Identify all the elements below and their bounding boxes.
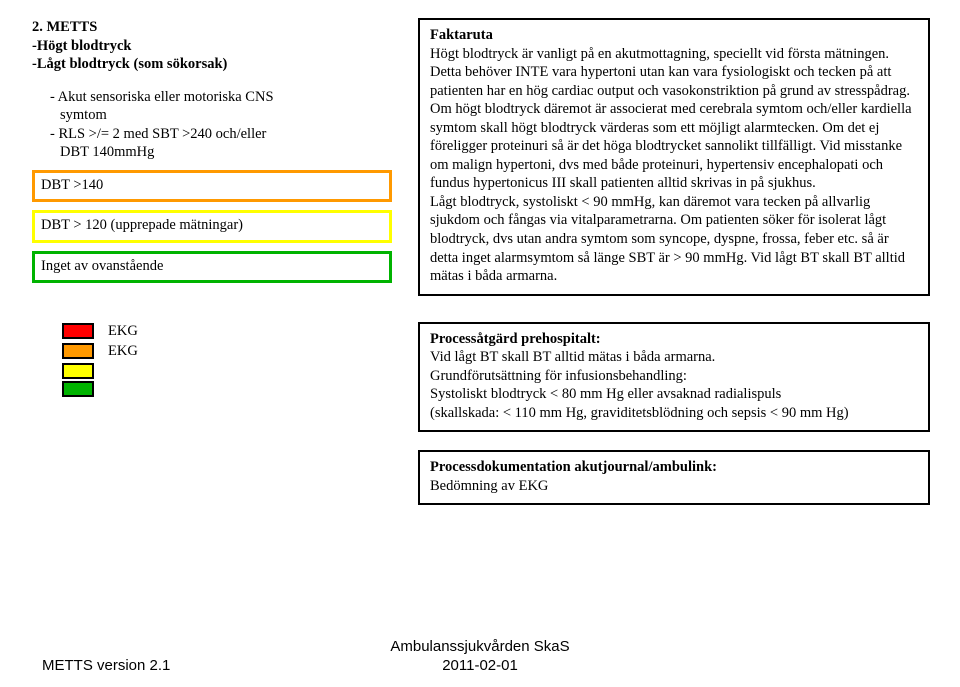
heading-line-2: -Högt blodtryck	[32, 37, 392, 56]
legend-yellow	[62, 363, 392, 379]
process-column: Processåtgärd prehospitalt: Vid lågt BT …	[418, 322, 930, 506]
symptom-line-2: symtom	[50, 106, 374, 125]
symptom-line-3: - RLS >/= 2 med SBT >240 och/eller	[50, 125, 374, 144]
footer-center-l2: 2011-02-01	[0, 656, 960, 675]
top-row: 2. METTS -Högt blodtryck -Lågt blodtryck…	[32, 18, 930, 296]
doc-title: Processdokumentation akutjournal/ambulin…	[430, 459, 717, 475]
heading-block: 2. METTS -Högt blodtryck -Lågt blodtryck…	[32, 18, 392, 74]
triage-green-box: Inget av ovanstående	[32, 251, 392, 284]
legend-orange: EKG	[62, 342, 392, 361]
legend-green-swatch	[62, 381, 94, 397]
triage-green-text: Inget av ovanstående	[41, 258, 163, 274]
legend-green	[62, 381, 392, 397]
faktaruta-title: Faktaruta	[430, 26, 918, 45]
doc-l1: Bedömning av EKG	[430, 478, 548, 494]
process-l2: Grundförutsättning för infusionsbehandli…	[430, 368, 687, 384]
faktaruta-body: Högt blodtryck är vanligt på en akutmott…	[430, 45, 918, 286]
triage-orange-text: DBT >140	[41, 177, 103, 193]
mid-row: EKG EKG Processåtgärd prehospitalt: Vid …	[32, 322, 930, 506]
symptom-line-4: DBT 140mmHg	[50, 143, 374, 162]
footer-center-l1: Ambulanssjukvården SkaS	[0, 637, 960, 656]
triage-orange-box: DBT >140	[32, 170, 392, 203]
triage-yellow-text: DBT > 120 (upprepade mätningar)	[41, 217, 243, 233]
symptom-block: - Akut sensoriska eller motoriska CNS sy…	[32, 88, 392, 162]
legend-orange-swatch	[62, 343, 94, 359]
left-column: 2. METTS -Högt blodtryck -Lågt blodtryck…	[32, 18, 392, 296]
page: 2. METTS -Högt blodtryck -Lågt blodtryck…	[0, 0, 960, 505]
heading-line-3: -Lågt blodtryck (som sökorsak)	[32, 55, 392, 74]
process-l1: Vid lågt BT skall BT alltid mätas i båda…	[430, 349, 715, 365]
legend-yellow-swatch	[62, 363, 94, 379]
legend-red: EKG	[62, 322, 392, 341]
process-title: Processåtgärd prehospitalt:	[430, 331, 601, 347]
legend-red-swatch	[62, 323, 94, 339]
legend-orange-label: EKG	[108, 342, 138, 361]
process-l3: Systoliskt blodtryck < 80 mm Hg eller av…	[430, 386, 781, 402]
process-box: Processåtgärd prehospitalt: Vid lågt BT …	[418, 322, 930, 433]
symptom-line-1: - Akut sensoriska eller motoriska CNS	[50, 88, 374, 107]
doc-box: Processdokumentation akutjournal/ambulin…	[418, 450, 930, 505]
right-column: Faktaruta Högt blodtryck är vanligt på e…	[418, 18, 930, 296]
process-l4: (skallskada: < 110 mm Hg, graviditetsblö…	[430, 405, 849, 421]
footer-center: Ambulanssjukvården SkaS 2011-02-01	[0, 637, 960, 675]
heading-line-1: 2. METTS	[32, 18, 392, 37]
legend-column: EKG EKG	[32, 322, 392, 506]
legend-red-label: EKG	[108, 322, 138, 341]
faktaruta-box: Faktaruta Högt blodtryck är vanligt på e…	[418, 18, 930, 296]
triage-yellow-box: DBT > 120 (upprepade mätningar)	[32, 210, 392, 243]
